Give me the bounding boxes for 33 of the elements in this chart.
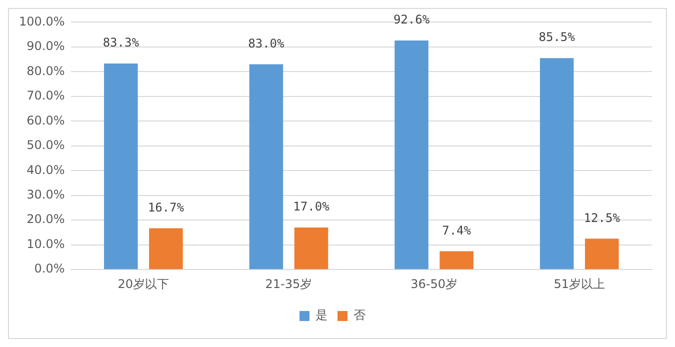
y-tick-label: 20.0% bbox=[26, 212, 65, 226]
data-label: 12.5% bbox=[584, 210, 621, 225]
y-tick-label: 100.0% bbox=[18, 14, 65, 28]
data-label: 83.0% bbox=[248, 36, 286, 50]
data-label: 92.6% bbox=[393, 12, 430, 27]
x-tick-label: 21-35岁 bbox=[265, 276, 312, 291]
y-tick-label: 30.0% bbox=[26, 188, 65, 202]
x-tick-label: 20岁以下 bbox=[118, 276, 170, 291]
y-tick-label: 50.0% bbox=[26, 138, 65, 152]
bar bbox=[249, 64, 284, 270]
y-tick-label: 80.0% bbox=[26, 64, 65, 78]
x-tick-label: 36-50岁 bbox=[410, 276, 458, 291]
y-tick-label: 10.0% bbox=[26, 236, 65, 251]
data-label: 83.3% bbox=[102, 36, 140, 50]
data-label: 16.7% bbox=[148, 200, 185, 214]
bar bbox=[540, 58, 574, 270]
data-label: 85.5% bbox=[538, 30, 576, 44]
y-tick-label: 40.0% bbox=[26, 162, 65, 177]
data-label: 7.4% bbox=[442, 223, 472, 238]
data-label: 17.0% bbox=[293, 200, 330, 214]
bar bbox=[104, 64, 138, 270]
bar bbox=[394, 40, 428, 270]
x-tick-label: 51岁以上 bbox=[554, 276, 605, 291]
y-tick-label: 70.0% bbox=[26, 88, 65, 103]
bar bbox=[149, 228, 183, 270]
legend-label: 否 bbox=[354, 308, 366, 322]
bar bbox=[440, 251, 474, 270]
y-tick-label: 90.0% bbox=[26, 39, 65, 54]
legend-label: 是 bbox=[316, 308, 328, 322]
y-tick-label: 60.0% bbox=[26, 113, 65, 128]
bar bbox=[584, 238, 619, 270]
y-tick-label: 0.0% bbox=[34, 262, 65, 276]
bar bbox=[294, 228, 328, 270]
